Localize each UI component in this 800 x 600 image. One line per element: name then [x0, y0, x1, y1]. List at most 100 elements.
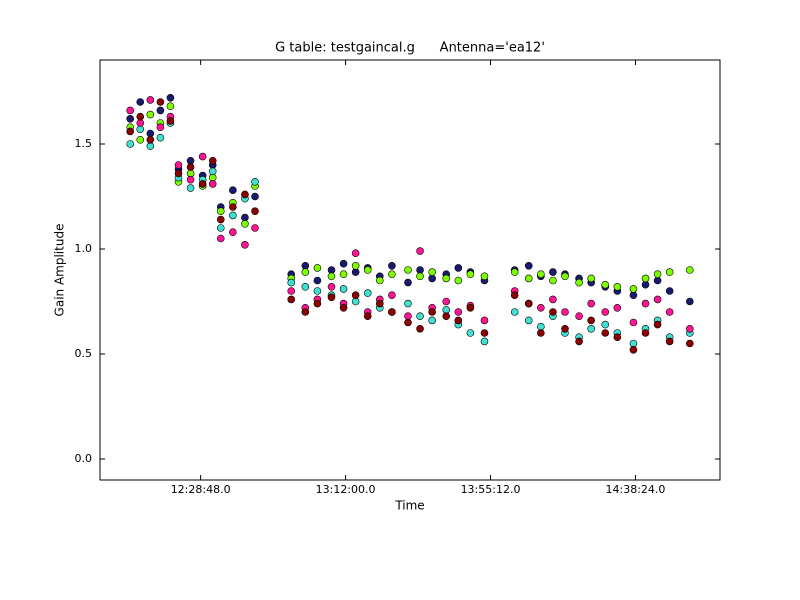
data-point [241, 241, 249, 249]
data-point [416, 272, 424, 281]
data-point [126, 127, 134, 136]
data-point [641, 329, 650, 337]
data-point [198, 152, 207, 161]
data-point [313, 276, 322, 285]
data-point [229, 186, 237, 194]
data-point [166, 102, 175, 110]
y-tick-label: 0.5 [75, 347, 93, 360]
data-point [537, 270, 545, 279]
data-point [442, 297, 451, 306]
data-point [665, 287, 674, 295]
y-tick-label: 1.0 [75, 242, 93, 255]
data-point [146, 96, 155, 104]
data-point [549, 276, 557, 285]
data-point [251, 224, 259, 232]
data-point [376, 299, 384, 308]
data-point [251, 192, 259, 201]
data-point [510, 291, 519, 300]
data-point [428, 316, 436, 325]
data-point [208, 157, 217, 165]
data-point [454, 316, 463, 325]
data-point [136, 98, 145, 106]
data-point [466, 303, 475, 312]
data-point [301, 268, 310, 276]
data-point [363, 289, 372, 297]
data-point [524, 274, 533, 283]
data-point [480, 329, 489, 337]
chart-title: G table: testgaincal.g Antenna='ea12' [275, 41, 545, 56]
data-point [229, 211, 237, 220]
data-point [186, 169, 195, 178]
data-point [653, 276, 662, 285]
data-point [339, 285, 348, 293]
data-point [686, 297, 694, 306]
data-point [601, 329, 610, 337]
data-point [126, 140, 134, 148]
data-point [126, 115, 134, 123]
data-point [351, 261, 360, 270]
data-point [136, 119, 145, 127]
data-point [301, 308, 310, 316]
data-point [146, 142, 155, 150]
data-point [653, 320, 662, 329]
data-point [339, 259, 348, 268]
data-point [376, 276, 384, 285]
data-point [186, 175, 195, 184]
data-point [363, 266, 372, 274]
data-point [251, 178, 259, 186]
data-point [641, 280, 650, 289]
data-point [241, 190, 249, 199]
data-point [208, 180, 217, 188]
data-point [686, 266, 694, 274]
data-point [146, 129, 155, 138]
data-point [186, 157, 195, 165]
data-point [287, 278, 296, 287]
data-point [686, 339, 694, 348]
data-point [174, 169, 183, 178]
data-point [454, 264, 463, 272]
data-point [549, 268, 557, 276]
data-point [126, 106, 134, 115]
data-point [198, 180, 207, 188]
data-point [629, 291, 638, 300]
data-point [416, 324, 424, 333]
data-point [388, 308, 396, 316]
data-point [156, 133, 165, 142]
data-point [388, 291, 396, 300]
data-point [587, 324, 595, 333]
data-point [442, 274, 451, 283]
data-point [166, 94, 175, 102]
data-point [208, 173, 217, 182]
data-point [653, 270, 662, 279]
data-point [428, 308, 436, 316]
x-tick-label: 12:28:48.0 [171, 483, 231, 496]
data-point [480, 272, 489, 281]
data-point [537, 322, 545, 331]
data-point [208, 167, 217, 176]
data-point [339, 270, 348, 279]
data-point [613, 303, 622, 312]
data-point [416, 312, 424, 321]
data-point [601, 308, 610, 316]
data-point [166, 117, 175, 125]
data-point [629, 318, 638, 327]
data-point [665, 308, 674, 316]
data-point [404, 318, 412, 327]
data-point [561, 272, 569, 281]
data-point [665, 337, 674, 346]
data-point [229, 203, 237, 211]
data-point [136, 112, 145, 121]
data-point [404, 278, 412, 287]
data-point [301, 261, 310, 270]
data-point [442, 306, 451, 314]
data-point [351, 249, 360, 257]
data-point [524, 261, 533, 270]
data-point [287, 287, 296, 295]
data-point [480, 316, 489, 325]
data-point [156, 123, 165, 131]
data-point [454, 276, 463, 285]
data-point [575, 337, 583, 346]
data-point [549, 295, 557, 304]
data-point [339, 303, 348, 312]
data-point [388, 261, 396, 270]
